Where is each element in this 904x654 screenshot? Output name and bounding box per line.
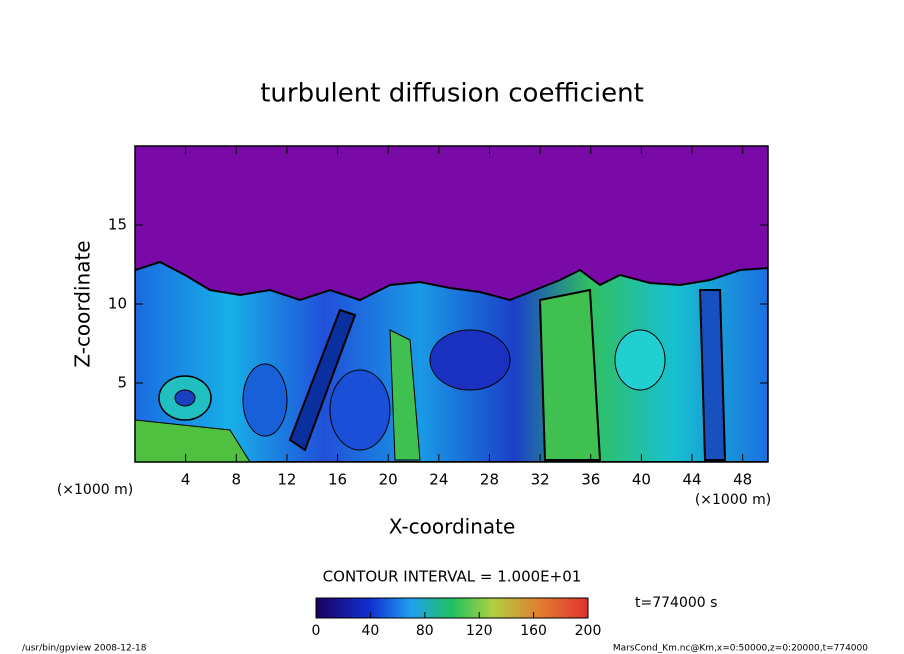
y-tick-label: 10 [108, 295, 127, 313]
colorbar-tick-label: 120 [466, 623, 493, 639]
x-tick-label: 8 [232, 471, 242, 489]
x-tick-label: 16 [328, 471, 347, 489]
x-unit-right: (×1000 m) [695, 492, 771, 508]
x-axis-label: X-coordinate [389, 515, 516, 539]
footer-right: MarsCond_Km.nc@Km,x=0:50000,z=0:20000,t=… [613, 644, 868, 654]
y-tick-label: 5 [117, 374, 127, 392]
chart-title: turbulent diffusion coefficient [260, 79, 644, 109]
x-tick-label: 4 [181, 471, 191, 489]
x-tick-label: 44 [682, 471, 701, 489]
y-tick-label: 15 [108, 216, 127, 234]
x-tick-label: 32 [531, 471, 550, 489]
x-tick-label: 36 [581, 471, 600, 489]
contour-field [135, 146, 768, 462]
colorbar [315, 597, 589, 619]
colorbar-tick-label: 40 [361, 623, 379, 639]
contour-interval: CONTOUR INTERVAL = 1.000E+01 [323, 568, 582, 586]
colorbar-tick-label: 200 [575, 623, 602, 639]
x-tick-label: 24 [429, 471, 448, 489]
x-tick-label: 48 [733, 471, 752, 489]
y-axis-label: Z-coordinate [71, 240, 95, 367]
colorbar-tick-label: 80 [416, 623, 434, 639]
x-tick-label: 20 [379, 471, 398, 489]
x-tick-label: 28 [480, 471, 499, 489]
x-tick-label: 40 [632, 471, 651, 489]
x-tick-label: 12 [277, 471, 296, 489]
colorbar-tick-label: 0 [312, 623, 321, 639]
x-unit-left: (×1000 m) [57, 482, 133, 498]
colorbar-tick-label: 160 [520, 623, 547, 639]
time-label: t=774000 s [635, 595, 717, 611]
footer-left: /usr/bin/gpview 2008-12-18 [22, 644, 147, 654]
